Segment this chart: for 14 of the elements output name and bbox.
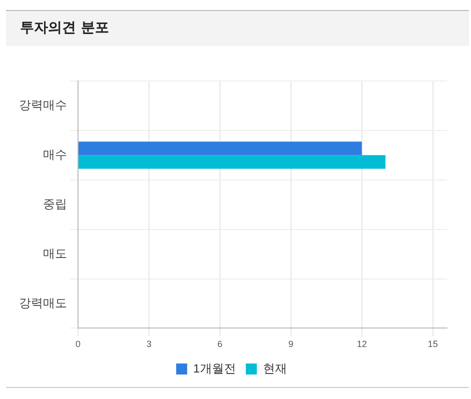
chart-title: 투자의견 분포 (6, 11, 469, 46)
x-tick-label: 15 (428, 339, 438, 350)
x-tick-label: 12 (356, 339, 367, 350)
x-tick-label: 3 (146, 339, 152, 350)
y-tick-label: 매수 (43, 147, 67, 162)
y-tick-label: 중립 (43, 196, 67, 211)
x-tick-label: 0 (75, 339, 81, 350)
x-tick-label: 6 (217, 339, 222, 350)
y-tick-label: 매도 (43, 246, 67, 260)
legend-label: 현재 (262, 361, 287, 376)
legend-label: 1개월전 (193, 361, 236, 376)
x-tick-label: 9 (288, 339, 294, 350)
y-tick-label: 강력매수 (19, 98, 67, 112)
y-tick-label: 강력매도 (19, 296, 67, 310)
